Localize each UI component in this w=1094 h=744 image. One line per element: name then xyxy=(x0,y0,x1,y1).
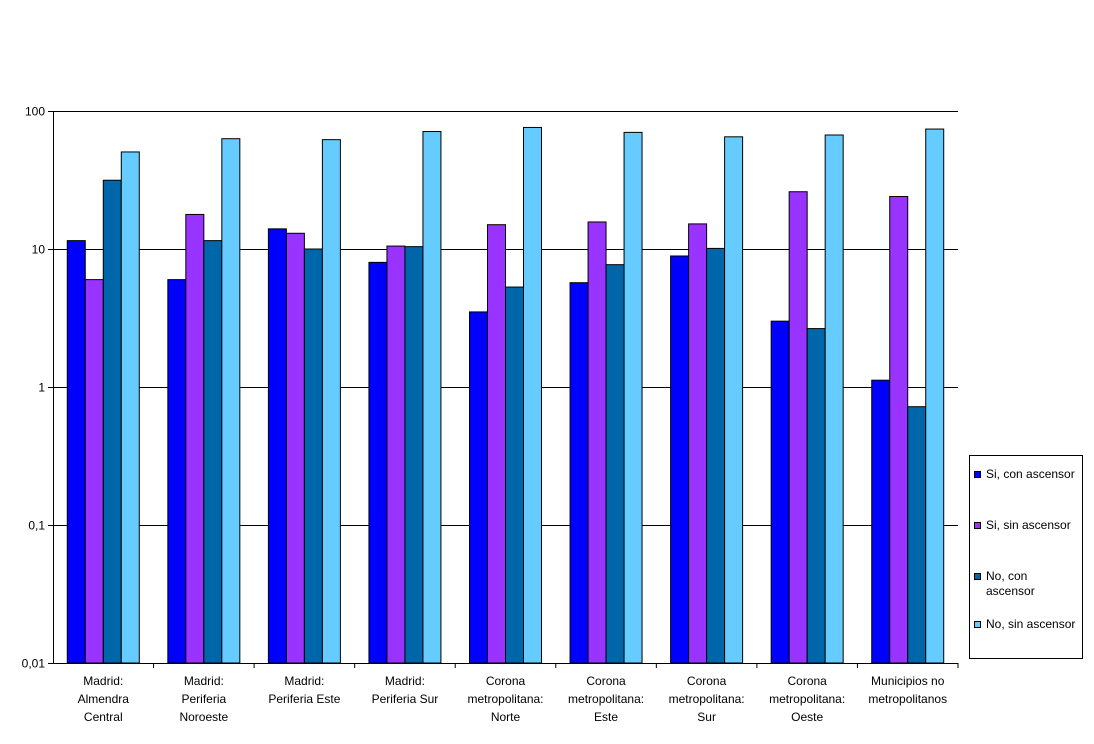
bar xyxy=(569,282,589,664)
bar xyxy=(321,139,341,664)
bar xyxy=(368,261,388,664)
bar xyxy=(824,134,844,664)
bar xyxy=(285,232,305,664)
legend-label: No, con ascensor xyxy=(986,569,1035,598)
bar xyxy=(587,221,607,664)
bar xyxy=(523,126,542,664)
y-tick-label: 100 xyxy=(25,105,45,119)
x-tick-label: Madrid: Periferia Sur xyxy=(372,674,439,706)
y-tick-labels: 0,01 0,1 1 10 100 xyxy=(22,105,46,671)
bar xyxy=(120,151,140,664)
x-tick-label: Municipios no metropolitanos xyxy=(868,674,947,706)
bars xyxy=(66,126,945,664)
legend-label: No, sin ascensor xyxy=(986,617,1076,631)
bar xyxy=(788,191,808,664)
bar xyxy=(925,128,945,664)
axes xyxy=(48,111,959,668)
bar xyxy=(871,379,891,664)
bar xyxy=(505,286,524,664)
legend-swatch xyxy=(974,471,981,478)
x-tick-labels: Madrid: Almendra Central Madrid: Periferia No… xyxy=(78,674,947,724)
y-tick-label: 10 xyxy=(32,243,46,257)
bar xyxy=(889,196,909,664)
bar xyxy=(203,240,223,664)
legend-label: Si, con ascensor xyxy=(986,467,1075,481)
x-tick-label: Madrid: Almendra Central xyxy=(78,674,130,724)
bar xyxy=(724,136,744,664)
bar xyxy=(185,213,205,664)
bar xyxy=(706,247,726,664)
legend: Si, con ascensor Si, sin ascensor No, con a… xyxy=(969,455,1083,659)
bar xyxy=(404,246,424,664)
bar xyxy=(623,131,643,664)
bar xyxy=(167,279,187,664)
legend-swatch xyxy=(974,522,981,529)
x-tick-label: Corona metropolitana: Oeste xyxy=(769,674,845,724)
bar xyxy=(267,228,287,664)
bar xyxy=(806,328,826,664)
bar xyxy=(770,320,790,664)
bar xyxy=(469,311,488,664)
y-tick-label: 1 xyxy=(38,381,45,395)
bar xyxy=(386,245,406,664)
legend-swatch xyxy=(974,573,981,580)
legend-swatch xyxy=(974,621,981,628)
x-tick-label: Madrid: Periferia Noroeste xyxy=(179,674,228,724)
bar xyxy=(670,255,690,664)
x-tick-label: Corona metropolitana: Sur xyxy=(669,674,745,724)
x-tick-label: Corona metropolitana: Este xyxy=(568,674,644,724)
y-tick-label: 0,1 xyxy=(28,519,45,533)
bar xyxy=(487,224,506,664)
bar xyxy=(84,279,104,664)
bar xyxy=(303,248,323,664)
x-tick-label: Madrid: Periferia Este xyxy=(268,674,340,706)
bar xyxy=(66,240,86,664)
bar xyxy=(102,179,122,664)
bar xyxy=(907,406,927,664)
bar xyxy=(221,138,241,664)
bar xyxy=(605,264,625,664)
bar xyxy=(422,131,442,664)
legend-label: Si, sin ascensor xyxy=(986,518,1071,532)
x-tick-label: Corona metropolitana: Norte xyxy=(467,674,543,724)
y-tick-label: 0,01 xyxy=(22,657,46,671)
bar xyxy=(688,223,708,664)
